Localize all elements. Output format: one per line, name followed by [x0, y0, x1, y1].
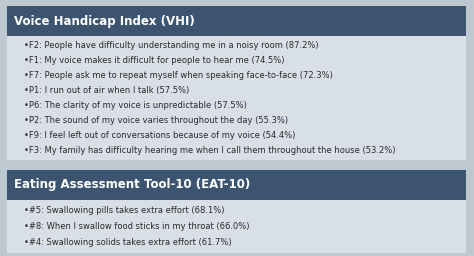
- FancyBboxPatch shape: [7, 6, 466, 36]
- Text: •#8: When I swallow food sticks in my throat (66.0%): •#8: When I swallow food sticks in my th…: [24, 222, 249, 231]
- Text: •P2: The sound of my voice varies throughout the day (55.3%): •P2: The sound of my voice varies throug…: [24, 116, 288, 125]
- Text: •F1: My voice makes it difficult for people to hear me (74.5%): •F1: My voice makes it difficult for peo…: [24, 56, 284, 65]
- Text: •P1: I run out of air when I talk (57.5%): •P1: I run out of air when I talk (57.5%…: [24, 86, 189, 95]
- Text: •F2: People have difficulty understanding me in a noisy room (87.2%): •F2: People have difficulty understandin…: [24, 41, 319, 50]
- Text: •#5: Swallowing pills takes extra effort (68.1%): •#5: Swallowing pills takes extra effort…: [24, 206, 224, 215]
- Text: •#4: Swallowing solids takes extra effort (61.7%): •#4: Swallowing solids takes extra effor…: [24, 238, 231, 247]
- FancyBboxPatch shape: [7, 200, 466, 253]
- FancyBboxPatch shape: [7, 170, 466, 200]
- Text: Voice Handicap Index (VHI): Voice Handicap Index (VHI): [14, 15, 195, 28]
- Text: •F3: My family has difficulty hearing me when I call them throughout the house (: •F3: My family has difficulty hearing me…: [24, 146, 395, 155]
- FancyBboxPatch shape: [7, 36, 466, 160]
- Text: •F9: I feel left out of conversations because of my voice (54.4%): •F9: I feel left out of conversations be…: [24, 131, 295, 140]
- Text: •P6: The clarity of my voice is unpredictable (57.5%): •P6: The clarity of my voice is unpredic…: [24, 101, 246, 110]
- Text: Eating Assessment Tool-10 (EAT-10): Eating Assessment Tool-10 (EAT-10): [14, 178, 250, 191]
- Text: •F7: People ask me to repeat myself when speaking face-to-face (72.3%): •F7: People ask me to repeat myself when…: [24, 71, 333, 80]
